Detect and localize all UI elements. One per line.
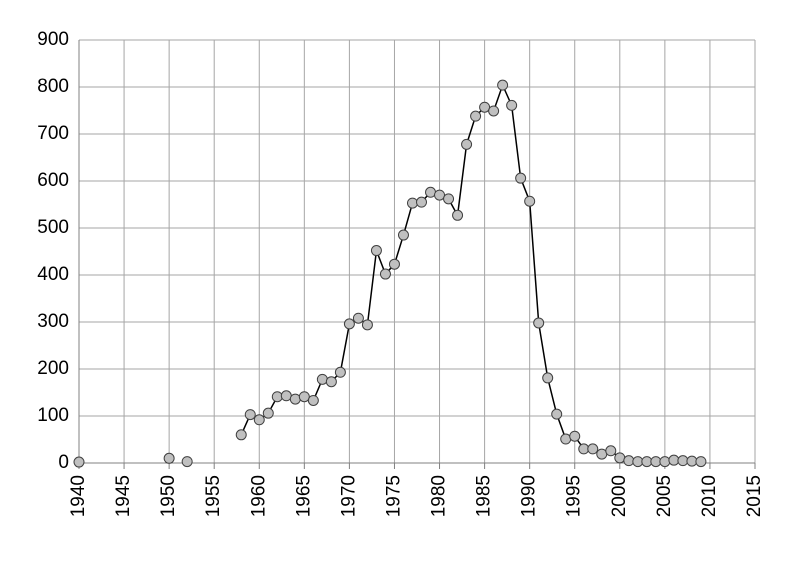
data-point: [542, 372, 554, 384]
data-point: [659, 456, 671, 468]
data-point: [677, 455, 689, 467]
data-point: [73, 456, 85, 468]
y-tick-label: 100: [37, 405, 69, 426]
data-point: [253, 414, 265, 426]
data-point: [578, 443, 590, 455]
data-point: [352, 312, 364, 324]
data-point: [370, 245, 382, 257]
y-tick-label: 500: [37, 217, 69, 238]
data-point: [334, 366, 346, 378]
data-point: [497, 79, 509, 91]
data-point: [343, 318, 355, 330]
data-point: [443, 193, 455, 205]
y-tick-label: 800: [37, 76, 69, 97]
data-point: [524, 195, 536, 207]
data-point: [587, 443, 599, 455]
data-point: [361, 319, 373, 331]
x-tick-label: 1960: [248, 475, 269, 517]
data-point: [307, 394, 319, 406]
data-point: [470, 110, 482, 122]
data-point: [632, 456, 644, 468]
data-point: [623, 455, 635, 467]
data-point: [262, 407, 274, 419]
data-point: [416, 196, 428, 208]
x-tick-label: 1980: [429, 475, 450, 517]
data-point: [551, 408, 563, 420]
data-point: [488, 105, 500, 117]
x-tick-label: 1985: [474, 475, 495, 517]
data-point: [560, 433, 572, 445]
x-tick-label: 1975: [383, 475, 404, 517]
x-tick-label: 2000: [609, 475, 630, 517]
x-tick-label: 1955: [203, 475, 224, 517]
data-point: [316, 373, 328, 385]
data-point: [289, 393, 301, 405]
data-point: [280, 390, 292, 402]
y-tick-label: 400: [37, 264, 69, 285]
data-point: [235, 429, 247, 441]
x-tick-label: 1970: [338, 475, 359, 517]
x-tick-label: 1995: [564, 475, 585, 517]
data-point: [605, 445, 617, 457]
data-point: [406, 197, 418, 209]
x-tick-label: 1945: [113, 475, 134, 517]
data-point: [650, 456, 662, 468]
data-point: [379, 268, 391, 280]
data-point: [452, 209, 464, 221]
data-point: [533, 317, 545, 329]
data-point: [515, 172, 527, 184]
data-point: [271, 391, 283, 403]
x-tick-label: 2005: [654, 475, 675, 517]
data-point: [434, 189, 446, 201]
x-tick-label: 1965: [293, 475, 314, 517]
data-point: [397, 229, 409, 241]
x-tick-label: 1990: [519, 475, 540, 517]
y-tick-label: 700: [37, 123, 69, 144]
data-point: [325, 376, 337, 388]
data-point: [668, 454, 680, 466]
y-tick-label: 300: [37, 311, 69, 332]
data-point: [695, 456, 707, 468]
data-point: [181, 456, 193, 468]
data-point: [641, 456, 653, 468]
data-point: [244, 409, 256, 421]
data-point: [479, 101, 491, 113]
x-tick-label: 2010: [699, 475, 720, 517]
data-point: [596, 448, 608, 460]
data-point: [388, 258, 400, 270]
y-tick-label: 600: [37, 170, 69, 191]
x-tick-label: 1950: [158, 475, 179, 517]
x-tick-label: 1940: [68, 475, 89, 517]
y-tick-label: 900: [37, 29, 69, 50]
data-point: [461, 138, 473, 150]
data-point: [425, 186, 437, 198]
data-point: [614, 452, 626, 464]
y-tick-label: 200: [37, 358, 69, 379]
y-tick-label: 0: [58, 452, 69, 473]
data-point: [298, 391, 310, 403]
data-point: [506, 99, 518, 111]
data-point: [686, 455, 698, 467]
data-point: [163, 452, 175, 464]
data-point: [569, 430, 581, 442]
x-tick-label: 2015: [744, 475, 765, 517]
